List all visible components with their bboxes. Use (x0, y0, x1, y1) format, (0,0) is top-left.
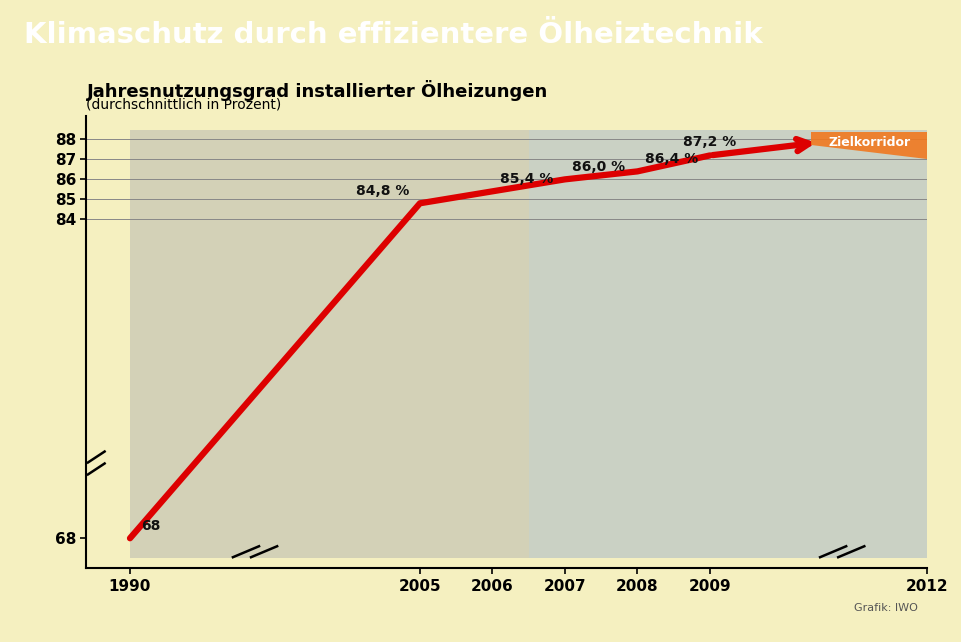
Text: 85,4 %: 85,4 % (500, 172, 553, 186)
Text: Jahresnutzungsgrad installierter Ölheizungen: Jahresnutzungsgrad installierter Ölheizu… (86, 80, 548, 101)
Bar (130, 130, 529, 558)
Text: (durchschnittlich in Prozent): (durchschnittlich in Prozent) (86, 98, 282, 112)
Text: 68: 68 (141, 519, 160, 534)
Polygon shape (811, 132, 927, 159)
Text: 84,8 %: 84,8 % (356, 184, 409, 198)
Text: Zielkorridor: Zielkorridor (828, 136, 910, 149)
Text: Grafik: IWO: Grafik: IWO (854, 603, 918, 613)
Text: 86,0 %: 86,0 % (572, 160, 626, 175)
Bar (529, 130, 927, 558)
Text: 87,2 %: 87,2 % (683, 135, 736, 149)
Text: Klimaschutz durch effizientere Ölheiztechnik: Klimaschutz durch effizientere Ölheiztec… (24, 21, 763, 49)
Text: 86,4 %: 86,4 % (645, 152, 698, 166)
